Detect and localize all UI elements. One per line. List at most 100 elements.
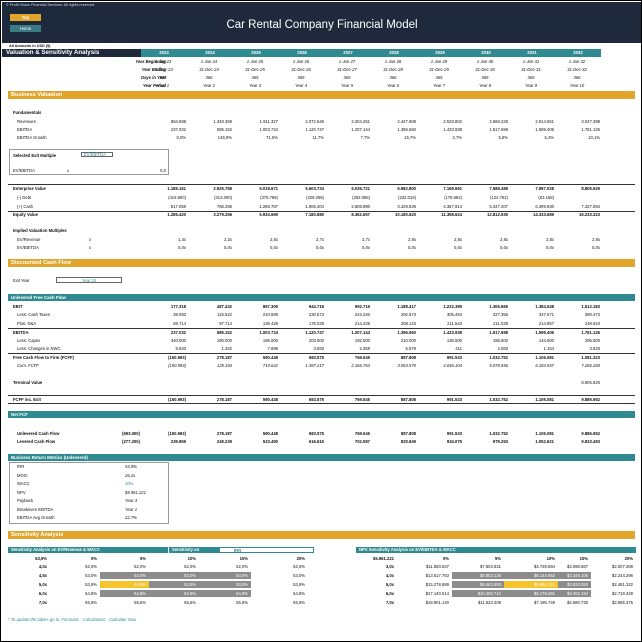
cell-value: 1.517.698 bbox=[489, 127, 508, 132]
cell-value: 2,7x bbox=[362, 237, 370, 242]
cell-value: (277.200) bbox=[122, 439, 140, 444]
metric-value: $5.961.221 bbox=[125, 489, 146, 495]
sens-left-cell: 52,0% bbox=[85, 564, 97, 569]
sens-left-cell: 53,0% bbox=[293, 573, 305, 578]
period-value: 365 bbox=[251, 75, 259, 80]
cell-value: 979.293 bbox=[492, 439, 508, 444]
row-label: EV/Revenue bbox=[17, 237, 41, 242]
year-header: 2027 bbox=[325, 49, 371, 57]
row-label: Revenues bbox=[17, 119, 36, 124]
cell-value: 5.879 bbox=[405, 346, 416, 351]
cell-value: 1.599.406 bbox=[535, 127, 554, 132]
sens-right-cell: $11.850.637 bbox=[426, 564, 449, 569]
sens-right-cell: $8.853.125 bbox=[452, 572, 504, 579]
fcff-exit-value: 1.106.081 bbox=[535, 397, 554, 402]
cell-value: 1.396.560 bbox=[397, 127, 416, 132]
cell-value: 2,2x bbox=[224, 237, 232, 242]
cell-value: 208.143 bbox=[400, 321, 416, 326]
divider bbox=[8, 328, 635, 329]
ev-ebitda-unit: x bbox=[67, 168, 70, 173]
period-value: 1-Jan-28 bbox=[384, 59, 402, 64]
cell-value: 887.808 bbox=[400, 431, 416, 436]
sens-right-cell: $7.195.749 bbox=[534, 600, 555, 605]
cell-value: 210.589 bbox=[262, 312, 278, 317]
sens-on-dropdown[interactable]: IRR bbox=[219, 547, 314, 553]
cell-value: 1.185.161 bbox=[167, 186, 186, 191]
year-header: 2032 bbox=[555, 49, 601, 57]
sens-left-cell: 53,9% bbox=[293, 582, 305, 587]
sens-right-cell: $18.901.140 bbox=[425, 600, 449, 605]
exit-year-input[interactable]: Year 10 bbox=[56, 277, 122, 283]
selected-exit-multiple-dropdown[interactable]: EV/EBITDA bbox=[81, 152, 113, 157]
sens-left-cell: 53,9% bbox=[85, 582, 97, 587]
period-value: 31-Dec-29 bbox=[429, 67, 449, 72]
metric-value: 10% bbox=[125, 481, 134, 486]
cell-value: 1.032.752 bbox=[489, 355, 508, 360]
home-button[interactable]: Home bbox=[10, 25, 41, 32]
fcff-exit-value: 278.187 bbox=[216, 397, 232, 402]
cell-value: 7.180.880 bbox=[305, 212, 324, 217]
cell-value: 295.500 bbox=[584, 338, 600, 343]
cell-value: 2,7% bbox=[452, 135, 462, 140]
cell-value: 1.517.698 bbox=[489, 330, 508, 335]
cell-value: 1.106.081 bbox=[535, 355, 554, 360]
cell-value: 411 bbox=[455, 346, 462, 351]
metric-label: WACC bbox=[17, 481, 30, 486]
period-value: 31-Dec-26 bbox=[291, 67, 311, 72]
sens-left-cell: 55,6% bbox=[184, 600, 196, 605]
cell-value: 3.593 bbox=[313, 346, 324, 351]
cell-value: (150.993) bbox=[168, 363, 186, 368]
cell-value: 1.342 bbox=[221, 346, 232, 351]
cell-value: 1.289.787 bbox=[259, 204, 278, 209]
sens-right-head: 0% bbox=[442, 556, 449, 561]
cell-value: 7.588.489 bbox=[489, 186, 508, 191]
sens-left-cell: 52,0% bbox=[134, 564, 146, 569]
period-value: 31-Dec-23 bbox=[153, 67, 173, 72]
cell-value: 1.906.404 bbox=[305, 204, 324, 209]
cell-value: 1.512.183 bbox=[581, 304, 600, 309]
cell-value: (122.762) bbox=[490, 195, 508, 200]
cell-value: 115.622 bbox=[217, 312, 232, 317]
period-value: Year 3 bbox=[248, 83, 262, 88]
sens-right-head: $5.961.221 bbox=[373, 556, 394, 561]
cell-value: 766.296 bbox=[216, 204, 232, 209]
cell-value: 5.078.856 bbox=[489, 363, 508, 368]
cell-value: 278.187 bbox=[216, 431, 232, 436]
sens-left-multiple: 7,0x bbox=[38, 600, 47, 605]
ufcf-band: Unlevered Free Cash Flow bbox=[8, 294, 635, 301]
cell-value: 144.500 bbox=[538, 338, 554, 343]
ev-ebitda-input[interactable]: 5,0 bbox=[160, 168, 166, 173]
sens-left-head: 20% bbox=[296, 556, 305, 561]
sens-right-head: 15% bbox=[579, 556, 588, 561]
implied-unit: x bbox=[89, 237, 92, 242]
cell-value: 1.207.144 bbox=[351, 127, 370, 132]
cell-value: 523.490 bbox=[262, 439, 278, 444]
row-label: Cum. FCFF bbox=[17, 363, 39, 368]
sens-left-cell: 54,8% bbox=[293, 591, 305, 596]
cell-value: 136.429 bbox=[262, 321, 278, 326]
row-label: EBIT bbox=[13, 304, 23, 309]
cell-value: 190.000 bbox=[216, 338, 232, 343]
amounts-note: All Amounts in USD ($) bbox=[9, 44, 51, 48]
cell-value: 192.000 bbox=[354, 338, 370, 343]
year-header: 2024 bbox=[187, 49, 233, 57]
sens-right-cell: $3.823.053 bbox=[558, 581, 591, 588]
implied-multiples-heading: Implied Valuation Multiples bbox=[13, 228, 67, 233]
sens-right-multiple: 6,0x bbox=[385, 591, 394, 596]
top-button[interactable]: Top bbox=[10, 14, 41, 21]
metric-value: 22,7% bbox=[125, 515, 137, 520]
copyright-text: © Profit Vision Financial Services. All … bbox=[6, 3, 96, 7]
sens-left-cell: 53,9% bbox=[100, 581, 149, 588]
row-label: (+) Cash bbox=[17, 204, 34, 209]
cell-value: 2.166.763 bbox=[351, 363, 370, 368]
cell-value: (329.258) bbox=[306, 195, 324, 200]
divider bbox=[8, 403, 635, 404]
cell-value: 11.358.624 bbox=[441, 212, 462, 217]
terminal-value-label: Terminal Value bbox=[13, 380, 43, 385]
cell-value: 292.873 bbox=[400, 312, 416, 317]
cell-value: 944.718 bbox=[308, 304, 324, 309]
period-value: Year 1 bbox=[156, 83, 170, 88]
period-value: 31-Dec-25 bbox=[245, 67, 265, 72]
cell-value: 1.384.548 bbox=[535, 304, 554, 309]
cell-value: 5,0x bbox=[546, 245, 554, 250]
